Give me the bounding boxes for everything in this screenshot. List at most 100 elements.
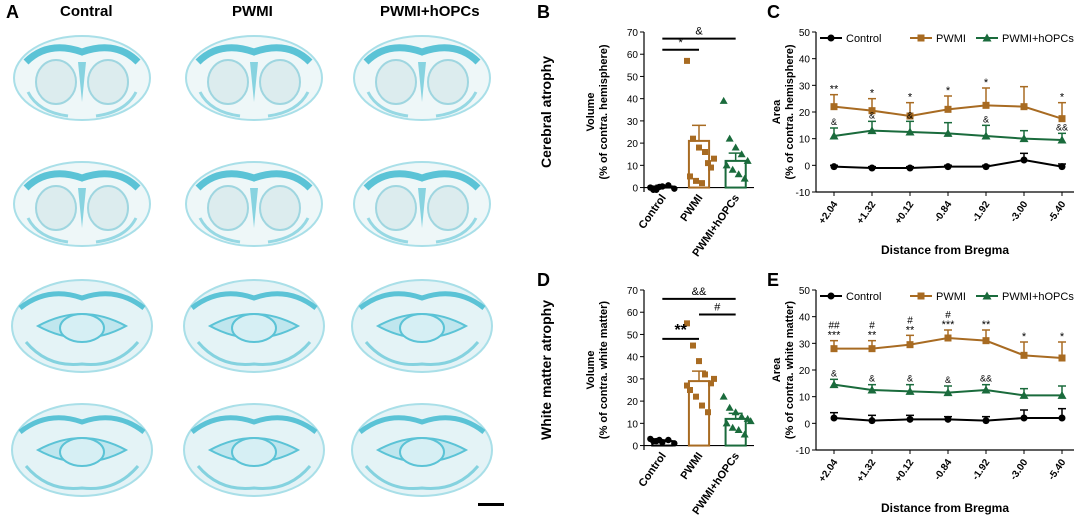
legend-label: PWMI	[936, 291, 966, 303]
legend-marker	[917, 292, 925, 300]
significance-marker: *	[984, 77, 989, 89]
y-tick-label: 40	[627, 353, 639, 364]
brain-slice-hopcs-1	[348, 22, 496, 128]
y-tick-label: 30	[627, 117, 639, 128]
data-point	[944, 105, 952, 113]
histology-header-pwmi: PWMI	[232, 3, 273, 20]
significance-marker: **	[830, 84, 839, 96]
data-point	[905, 386, 915, 395]
data-point	[719, 392, 728, 400]
data-point	[650, 186, 657, 193]
significance-marker: ***	[828, 330, 842, 342]
data-point	[656, 183, 663, 191]
y-tick-label: 10	[799, 135, 811, 146]
data-point	[737, 150, 746, 158]
data-point	[1057, 135, 1067, 144]
y-tick-label: 0	[804, 419, 810, 430]
data-point	[982, 101, 990, 109]
data-point	[906, 415, 914, 423]
histology-header-control: Contral	[60, 3, 113, 20]
x-axis-label: Distance from Bregma	[881, 501, 1009, 515]
significance-marker: **	[906, 324, 915, 336]
significance-marker: &	[831, 117, 837, 127]
brain-slice-control-2	[8, 148, 156, 254]
significance-marker: &	[983, 114, 989, 124]
y-tick-label: 20	[799, 366, 811, 377]
legend-marker	[982, 33, 992, 42]
data-point	[650, 437, 657, 445]
significance-marker: &	[869, 110, 875, 120]
data-point	[868, 345, 876, 353]
data-point	[943, 128, 953, 137]
data-point	[982, 417, 990, 425]
side-title: White matter atrophy	[538, 300, 554, 440]
data-point	[906, 164, 914, 172]
data-point	[906, 341, 914, 349]
data-point	[1020, 414, 1028, 422]
y-tick-label: 70	[627, 28, 639, 39]
significance-marker: &	[831, 368, 837, 378]
x-tick-label: -0.84	[932, 199, 954, 224]
brain-slice-pwmi-1	[180, 22, 328, 128]
legend-marker	[982, 291, 992, 300]
x-tick-label: Control	[637, 192, 669, 231]
y-axis-label: (% of contra. white matter)	[598, 301, 610, 439]
x-tick-label: -5.40	[1046, 199, 1068, 224]
legend-label: Control	[846, 33, 881, 45]
data-point	[1058, 354, 1066, 362]
y-tick-label: 30	[627, 375, 639, 386]
legend-marker	[827, 292, 835, 300]
significance-marker: &	[945, 375, 951, 385]
data-point	[868, 417, 876, 425]
legend-marker	[917, 34, 925, 42]
x-tick-label: -1.92	[970, 457, 992, 482]
brain-slice-control-4	[8, 396, 156, 502]
data-point	[1058, 115, 1066, 123]
brain-section-icon	[351, 279, 493, 373]
data-point	[711, 375, 717, 382]
significance-marker: ##	[828, 321, 840, 332]
side-title: Cerebral atrophy	[538, 56, 554, 168]
y-tick-label: 30	[799, 81, 811, 92]
brain-slice-control-3	[8, 272, 156, 378]
x-tick-label: -0.84	[932, 457, 954, 482]
panel-label-a: A	[6, 2, 19, 22]
brain-section-icon	[185, 35, 323, 121]
y-axis-label: (% of contra. hemisphere)	[598, 44, 610, 179]
x-tick-label: +0.12	[893, 199, 917, 226]
panel-label-b: B	[537, 2, 550, 22]
data-point	[867, 385, 877, 394]
y-tick-label: 70	[627, 286, 639, 297]
y-tick-label: 10	[799, 393, 811, 404]
data-point	[702, 149, 708, 155]
data-point	[699, 402, 705, 409]
y-axis-label: Area	[771, 99, 783, 124]
data-point	[722, 419, 731, 427]
histology-header-pwmi-hopcs: PWMI+hOPCs	[380, 3, 480, 20]
data-point	[719, 96, 728, 104]
y-tick-label: 0	[632, 184, 638, 195]
data-point	[868, 107, 876, 115]
brain-section-icon	[13, 161, 151, 247]
significance-marker: &&	[1056, 122, 1068, 132]
data-point	[905, 127, 915, 136]
data-point	[690, 135, 696, 142]
data-point	[982, 163, 990, 171]
brain-slice-pwmi-4	[180, 396, 328, 502]
legend-label: PWMI+hOPCs	[1002, 33, 1074, 45]
data-point	[1058, 414, 1066, 422]
panel-label-d: D	[537, 270, 550, 290]
data-point	[690, 342, 696, 349]
data-point	[696, 358, 702, 365]
significance-marker: *	[1060, 331, 1065, 343]
data-point	[981, 131, 991, 140]
panel-label-e: E	[767, 270, 780, 290]
y-tick-label: 20	[799, 108, 811, 119]
data-point	[708, 164, 714, 171]
data-point	[693, 177, 699, 184]
x-tick-label: PWMI	[678, 450, 705, 481]
x-tick-label: +0.12	[893, 457, 917, 484]
x-tick-label: PWMI	[678, 192, 705, 223]
brain-slice-control-1	[8, 22, 156, 128]
data-point	[699, 180, 705, 187]
